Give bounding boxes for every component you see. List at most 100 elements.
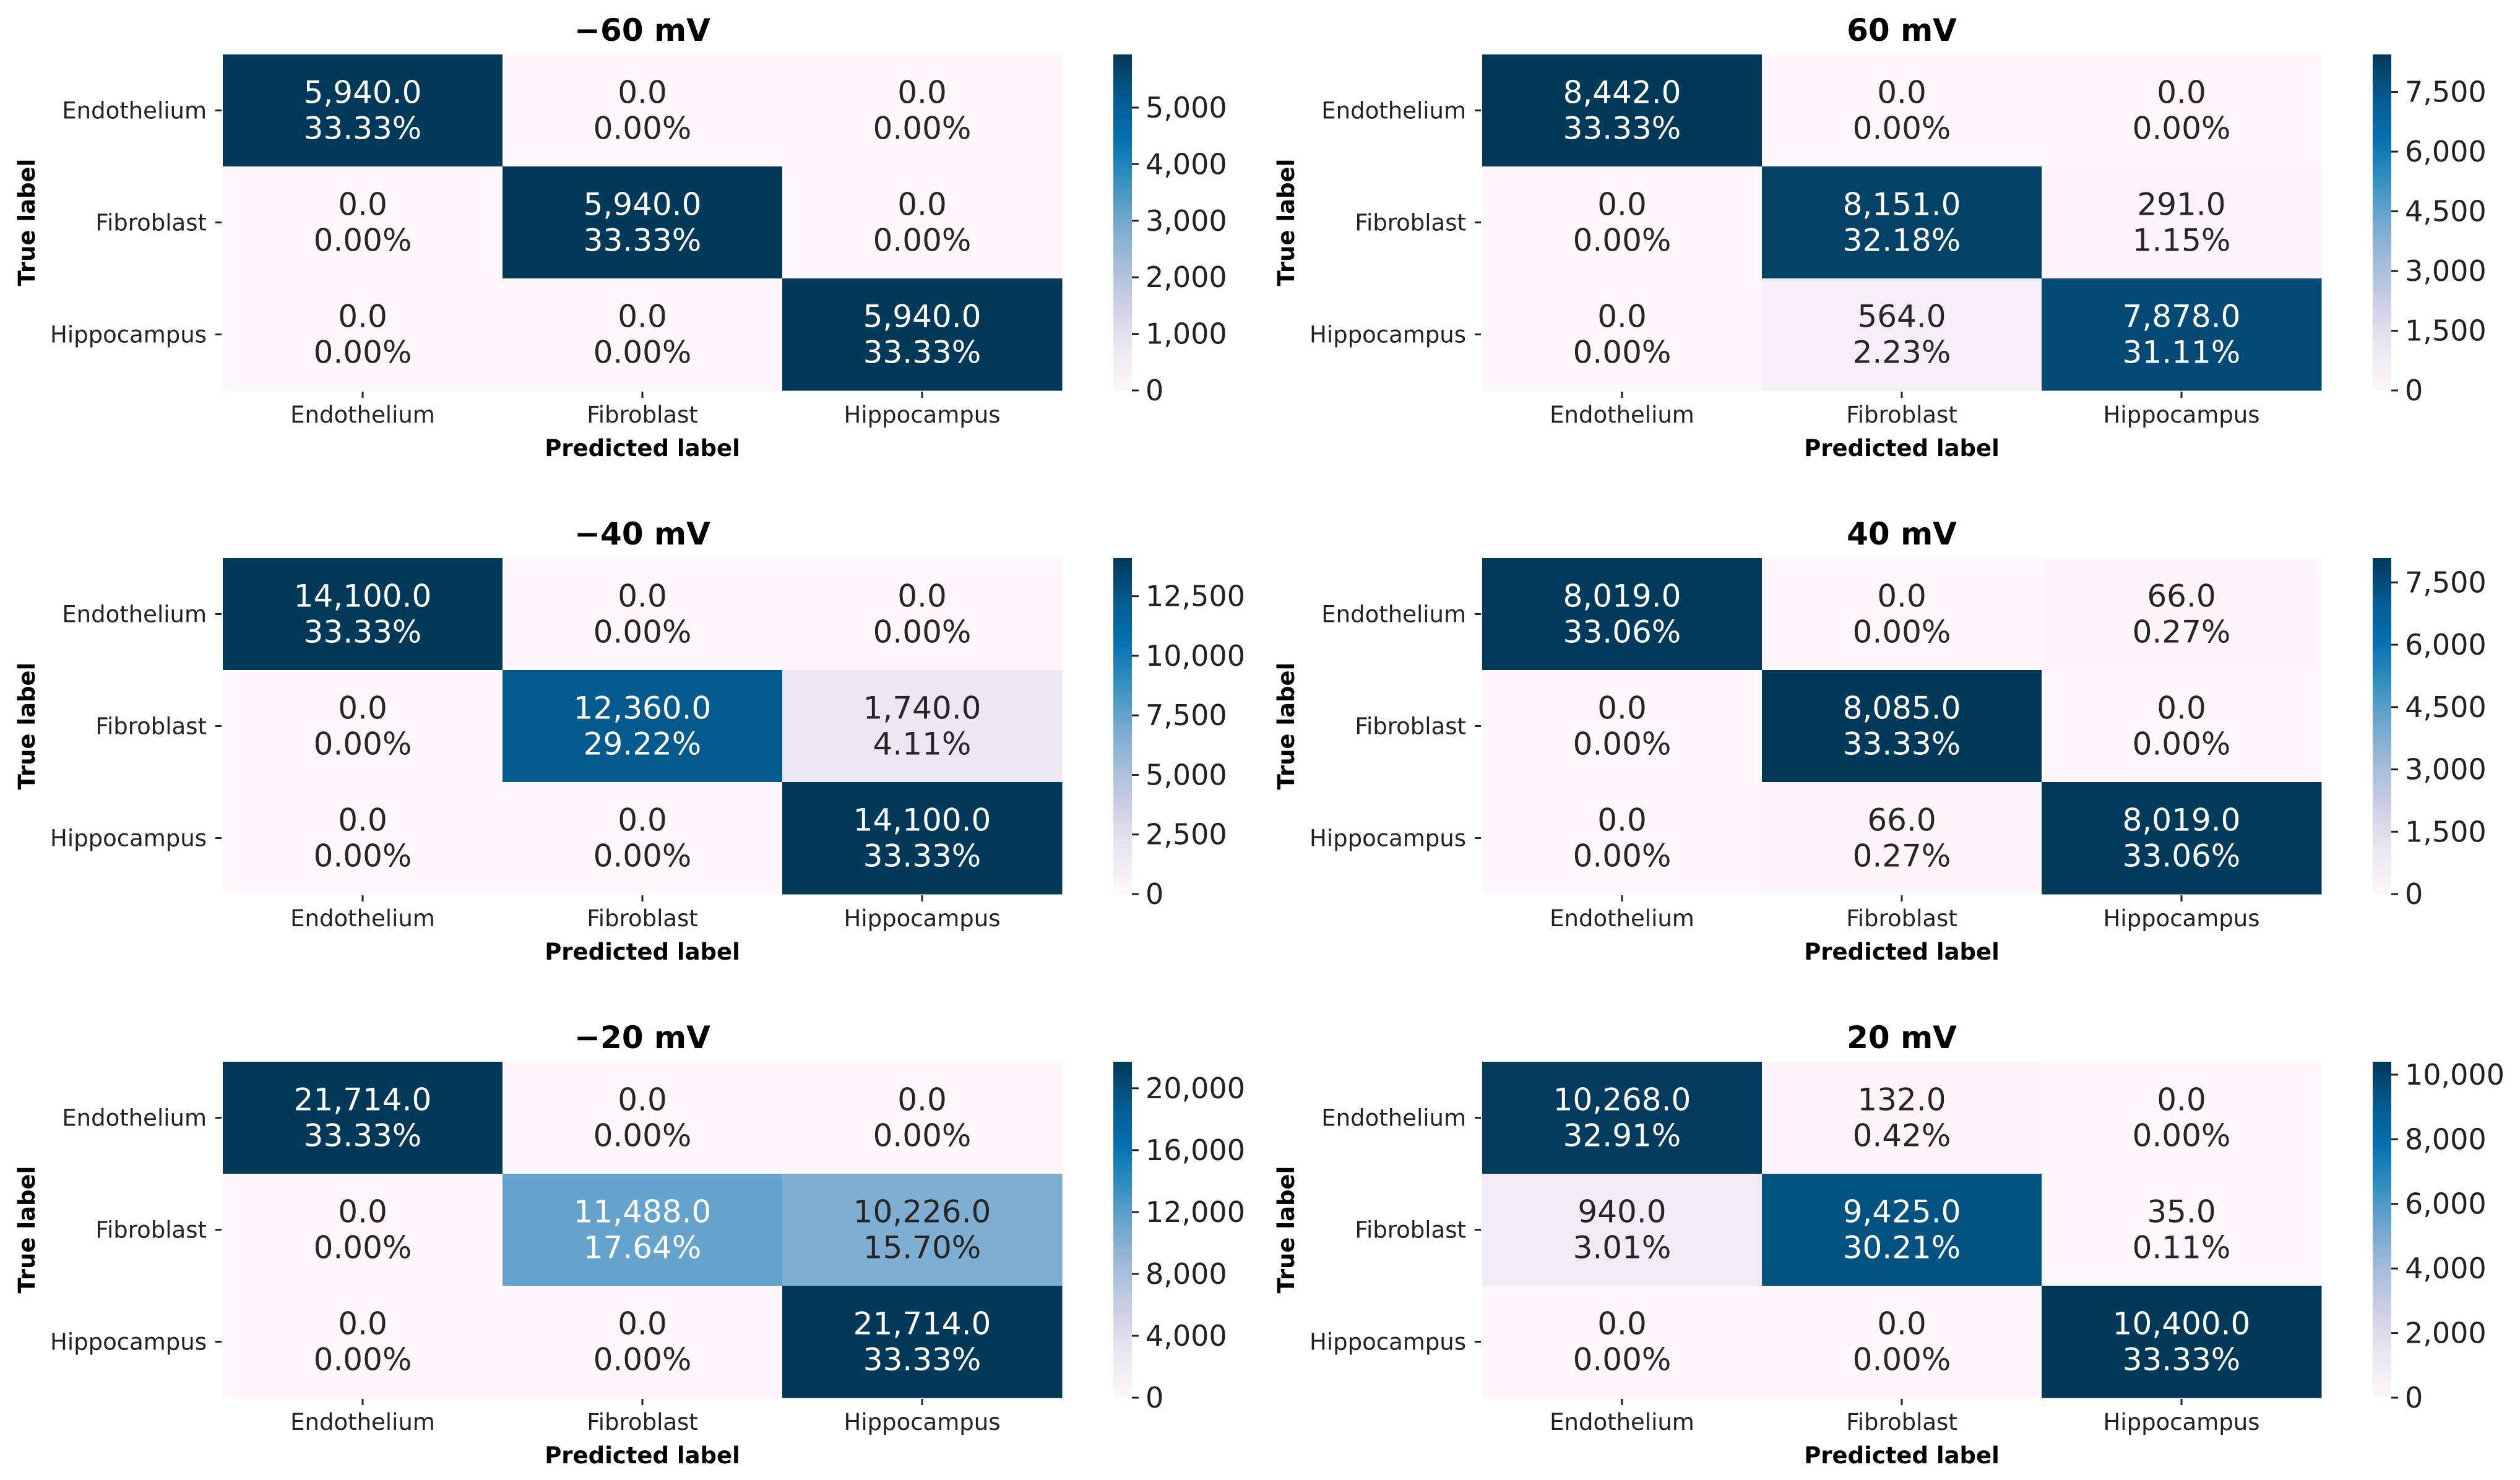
colorbar-tick-label: 1,000 (1146, 317, 1227, 351)
cell-count-label: 10,268.0 (1553, 1082, 1691, 1118)
colorbar-tick-label: 20,000 (1146, 1072, 1245, 1105)
cell-count-label: 0.0 (2157, 1082, 2206, 1118)
cell-count-label: 8,151.0 (1843, 187, 1961, 223)
colorbar-tick-label: 4,500 (2405, 691, 2487, 724)
colorbar-tick-label: 2,000 (1146, 260, 1227, 294)
colorbar (2373, 558, 2391, 894)
confusion-matrix-panel: 40 mV8,019.033.06%0.00.00%66.00.27%0.00.… (1273, 516, 2487, 965)
cell-count-label: 1,740.0 (863, 691, 982, 726)
cell-percent-label: 33.33% (863, 335, 982, 371)
colorbar-tick-label: 8,000 (1146, 1257, 1227, 1291)
y-tick-label: Endothelium (62, 1105, 207, 1132)
cell-percent-label: 33.33% (2123, 1342, 2241, 1378)
cell-percent-label: 0.00% (1573, 335, 1672, 371)
confusion-matrix-panel: −20 mV21,714.033.33%0.00.00%0.00.00%0.00… (14, 1020, 1245, 1469)
cell-count-label: 5,940.0 (304, 75, 422, 111)
cell-count-label: 8,442.0 (1563, 75, 1681, 111)
heatmap-cell (1762, 166, 2042, 279)
colorbar-tick-label: 7,500 (1146, 699, 1227, 732)
heatmap-cell (1762, 782, 2042, 895)
colorbar-tick-label: 0 (1146, 374, 1163, 407)
cell-count-label: 9,425.0 (1843, 1194, 1961, 1230)
y-axis-label: True label (14, 1166, 40, 1294)
heatmap-cell (1762, 1062, 2042, 1174)
heatmap-cell (1482, 558, 1763, 671)
cell-percent-label: 33.33% (304, 1118, 422, 1154)
cell-percent-label: 0.00% (593, 838, 692, 874)
cell-percent-label: 0.00% (314, 1342, 412, 1378)
x-axis-label: Predicted label (1804, 939, 2000, 965)
cell-percent-label: 0.00% (314, 335, 412, 371)
cell-count-label: 940.0 (1577, 1194, 1666, 1230)
confusion-matrix-panel: 20 mV10,268.032.91%132.00.42%0.00.00%940… (1273, 1020, 2505, 1469)
heatmap-cell (782, 558, 1063, 671)
colorbar-tick-label: 3,000 (1146, 204, 1227, 238)
cell-percent-label: 3.01% (1573, 1230, 1672, 1266)
x-tick-label: Hippocampus (2104, 905, 2260, 932)
x-axis-label: Predicted label (545, 435, 740, 462)
x-tick-label: Endothelium (1550, 1409, 1694, 1435)
heatmap-cell (1762, 278, 2042, 391)
y-tick-label: Fibroblast (1355, 713, 1466, 740)
cell-percent-label: 33.33% (1843, 726, 1961, 762)
cell-percent-label: 0.00% (1853, 1342, 1951, 1378)
cell-percent-label: 17.64% (584, 1230, 702, 1266)
x-tick-label: Endothelium (290, 905, 435, 932)
x-tick-label: Fibroblast (1846, 402, 1957, 428)
heatmap-cell (2042, 1062, 2322, 1174)
y-tick-label: Endothelium (62, 98, 207, 124)
x-tick-label: Fibroblast (587, 1409, 698, 1435)
cell-count-label: 0.0 (1877, 1306, 1927, 1342)
cell-count-label: 11,488.0 (574, 1194, 712, 1230)
cell-count-label: 14,100.0 (853, 802, 991, 838)
y-tick-label: Hippocampus (1310, 825, 1466, 852)
x-axis-label: Predicted label (1804, 1442, 2000, 1469)
heatmap-cell (1482, 278, 1763, 391)
colorbar-tick-label: 5,000 (1146, 91, 1227, 124)
colorbar-tick-label: 0 (2405, 1381, 2423, 1414)
colorbar-tick-label: 1,500 (2405, 314, 2487, 348)
cell-count-label: 0.0 (618, 802, 667, 838)
heatmap-cell (2042, 1286, 2322, 1398)
cell-percent-label: 0.00% (1573, 726, 1672, 762)
colorbar-tick-label: 3,000 (2405, 753, 2487, 786)
cell-count-label: 21,714.0 (294, 1082, 432, 1118)
cell-percent-label: 0.00% (593, 1342, 692, 1378)
cell-count-label: 10,226.0 (853, 1194, 991, 1230)
cell-count-label: 0.0 (1877, 75, 1927, 111)
x-tick-label: Endothelium (290, 1409, 435, 1435)
panel-title: −60 mV (574, 12, 710, 48)
heatmap-cell (782, 1174, 1063, 1286)
x-tick-label: Endothelium (290, 402, 435, 428)
cell-count-label: 0.0 (897, 75, 947, 111)
cell-percent-label: 0.00% (1853, 614, 1951, 650)
cell-percent-label: 2.23% (1853, 335, 1951, 371)
y-tick-label: Hippocampus (50, 1329, 207, 1356)
heatmap-cell (503, 670, 783, 783)
cell-count-label: 0.0 (897, 579, 947, 614)
heatmap-cell (503, 1174, 783, 1286)
cell-count-label: 0.0 (1597, 1306, 1647, 1342)
cell-percent-label: 0.00% (314, 223, 412, 259)
cell-percent-label: 33.33% (304, 111, 422, 147)
y-axis-label: True label (1273, 1166, 1300, 1294)
y-tick-label: Hippocampus (50, 322, 207, 348)
cell-count-label: 0.0 (1877, 579, 1927, 614)
cell-percent-label: 33.33% (304, 614, 422, 650)
cell-count-label: 14,100.0 (294, 579, 432, 614)
y-axis-label: True label (1273, 159, 1300, 286)
heatmap-cell (223, 1062, 503, 1174)
cell-percent-label: 0.00% (593, 1118, 692, 1154)
colorbar-tick-label: 4,000 (1146, 147, 1227, 181)
x-tick-label: Fibroblast (587, 905, 698, 932)
y-tick-label: Endothelium (1321, 601, 1466, 628)
x-tick-label: Fibroblast (587, 402, 698, 428)
cell-count-label: 5,940.0 (584, 187, 702, 223)
colorbar-tick-label: 7,500 (2405, 566, 2487, 599)
colorbar-tick-label: 2,500 (1146, 818, 1227, 851)
heatmap-cell (223, 670, 503, 783)
cell-count-label: 0.0 (618, 579, 667, 614)
colorbar-tick-label: 0 (2405, 877, 2423, 911)
cell-count-label: 66.0 (2147, 579, 2216, 614)
heatmap-cell (503, 278, 783, 391)
